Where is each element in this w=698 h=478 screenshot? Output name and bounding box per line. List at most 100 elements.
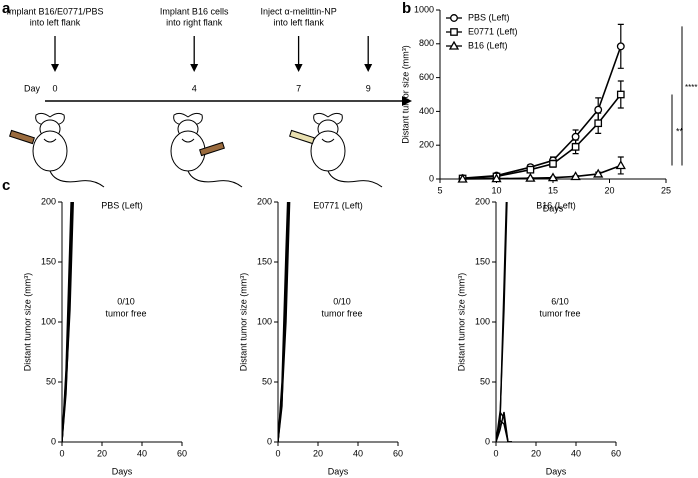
event-label: into right flank bbox=[166, 17, 223, 27]
y-axis-label: Distant tumor size (mm³) bbox=[456, 273, 466, 372]
y-tick-label: 200 bbox=[475, 196, 490, 206]
panel-label: c bbox=[2, 177, 10, 194]
syringe-icon bbox=[199, 141, 225, 157]
y-tick-label: 200 bbox=[419, 140, 434, 150]
x-tick-label: 20 bbox=[97, 448, 107, 458]
y-tick-label: 800 bbox=[419, 38, 434, 48]
x-tick-label: 20 bbox=[313, 448, 323, 458]
y-tick-label: 200 bbox=[257, 196, 272, 206]
marker bbox=[549, 159, 557, 168]
y-tick-label: 0 bbox=[51, 436, 56, 446]
chart-title: B16 (Left) bbox=[536, 200, 576, 210]
event-arrowhead bbox=[51, 64, 59, 72]
series-line bbox=[62, 202, 72, 442]
marker bbox=[616, 42, 625, 51]
day-label: 0 bbox=[52, 83, 57, 93]
syringe-icon bbox=[289, 129, 315, 145]
mouse-icon bbox=[310, 112, 383, 188]
marker bbox=[616, 90, 625, 99]
x-tick-label: 40 bbox=[571, 448, 581, 458]
timeline-axis-label: Day bbox=[24, 83, 41, 93]
annotation: 6/10 bbox=[551, 296, 569, 306]
x-tick-label: 60 bbox=[393, 448, 403, 458]
series-line bbox=[496, 411, 512, 442]
timeline: Day bbox=[9, 83, 412, 188]
y-tick-label: 100 bbox=[41, 316, 56, 326]
event-label: into left flank bbox=[273, 17, 324, 27]
x-axis-label: Days bbox=[543, 203, 564, 213]
event-arrowhead bbox=[364, 64, 373, 72]
marker bbox=[457, 173, 468, 183]
panel-label: b bbox=[402, 0, 411, 17]
significance-label: **** bbox=[685, 83, 697, 92]
y-tick-label: 0 bbox=[267, 436, 272, 446]
x-tick-label: 25 bbox=[661, 185, 671, 195]
event-label: Inject α-melittin-NP bbox=[260, 6, 336, 16]
annotation: tumor free bbox=[105, 308, 146, 318]
marker bbox=[526, 165, 535, 174]
x-tick-label: 10 bbox=[491, 185, 501, 195]
marker bbox=[450, 28, 458, 36]
y-axis-label: Distant tumor size (mm³) bbox=[238, 273, 248, 372]
y-tick-label: 0 bbox=[485, 436, 490, 446]
event-label: Implant B16/E0771/PBS bbox=[6, 6, 103, 16]
x-tick-label: 60 bbox=[177, 448, 187, 458]
y-tick-label: 100 bbox=[257, 316, 272, 326]
series-line bbox=[496, 202, 508, 442]
y-tick-label: 150 bbox=[41, 256, 56, 266]
day-label: 7 bbox=[296, 83, 301, 93]
series-line bbox=[496, 419, 512, 442]
y-tick-label: 100 bbox=[475, 316, 490, 326]
marker bbox=[547, 172, 559, 182]
x-tick-label: 0 bbox=[493, 448, 498, 458]
y-tick-label: 50 bbox=[262, 376, 272, 386]
marker bbox=[448, 40, 460, 50]
x-axis-label: Days bbox=[546, 466, 567, 476]
y-tick-label: 400 bbox=[419, 106, 434, 116]
marker bbox=[571, 143, 580, 151]
y-tick-label: 0 bbox=[429, 173, 434, 183]
x-tick-label: 0 bbox=[59, 448, 64, 458]
legend-label: PBS (Left) bbox=[468, 12, 510, 22]
series-line bbox=[278, 202, 289, 442]
marker bbox=[593, 168, 604, 178]
y-tick-label: 600 bbox=[419, 72, 434, 82]
marker bbox=[491, 173, 502, 183]
significance-label: ** bbox=[676, 126, 684, 136]
event-arrowhead bbox=[190, 64, 199, 72]
x-tick-label: 40 bbox=[353, 448, 363, 458]
y-axis-label: Distant tumor size (mm³) bbox=[22, 273, 32, 372]
marker bbox=[450, 14, 458, 22]
event-arrowhead bbox=[294, 64, 303, 72]
x-tick-label: 40 bbox=[137, 448, 147, 458]
event-label: Implant B16 cells bbox=[160, 6, 229, 16]
legend-label: E0771 (Left) bbox=[468, 26, 518, 36]
marker bbox=[615, 160, 626, 170]
chart-title: E0771 (Left) bbox=[313, 200, 363, 210]
y-tick-label: 200 bbox=[41, 196, 56, 206]
mouse-icon bbox=[32, 112, 105, 188]
x-axis-label: Days bbox=[328, 466, 349, 476]
x-tick-label: 20 bbox=[531, 448, 541, 458]
y-tick-label: 50 bbox=[46, 376, 56, 386]
series-line bbox=[62, 202, 73, 442]
y-tick-label: 1000 bbox=[414, 4, 434, 14]
event-label: into left flank bbox=[30, 17, 81, 27]
y-tick-label: 150 bbox=[475, 256, 490, 266]
marker bbox=[571, 132, 580, 141]
annotation: 0/10 bbox=[333, 296, 351, 306]
legend-label: B16 (Left) bbox=[468, 40, 508, 50]
annotation: 0/10 bbox=[117, 296, 135, 306]
y-tick-label: 50 bbox=[480, 376, 490, 386]
panel-label: a bbox=[2, 0, 11, 17]
series-line bbox=[496, 202, 508, 442]
x-tick-label: 60 bbox=[611, 448, 621, 458]
y-tick-label: 150 bbox=[257, 256, 272, 266]
day-label: 9 bbox=[366, 83, 371, 93]
day-label: 4 bbox=[192, 83, 197, 93]
annotation: tumor free bbox=[539, 308, 580, 318]
y-axis-label: Distant tumor size (mm³) bbox=[400, 45, 410, 144]
arrowhead bbox=[402, 96, 412, 106]
marker bbox=[594, 119, 603, 128]
